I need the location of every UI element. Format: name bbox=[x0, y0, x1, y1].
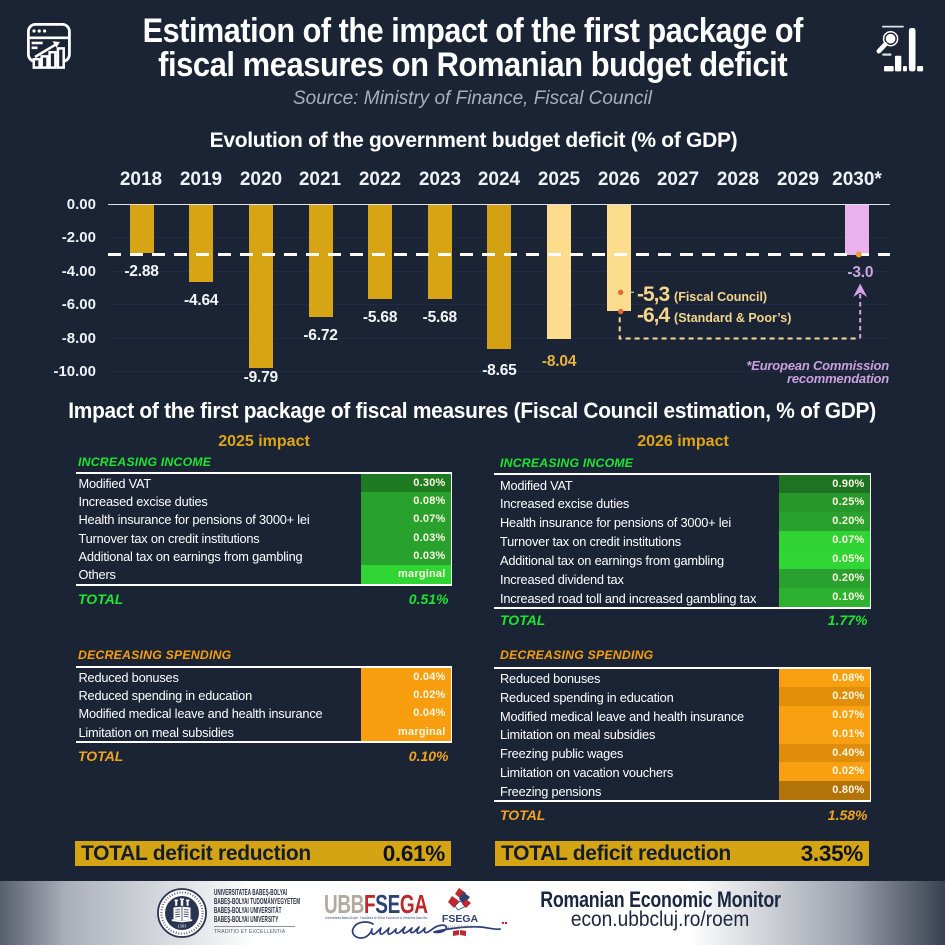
svg-text:FSEGA: FSEGA bbox=[442, 913, 479, 925]
svg-text:1581: 1581 bbox=[177, 923, 186, 928]
svg-text:CLUJ-NAPOCA: CLUJ-NAPOCA bbox=[445, 925, 476, 929]
